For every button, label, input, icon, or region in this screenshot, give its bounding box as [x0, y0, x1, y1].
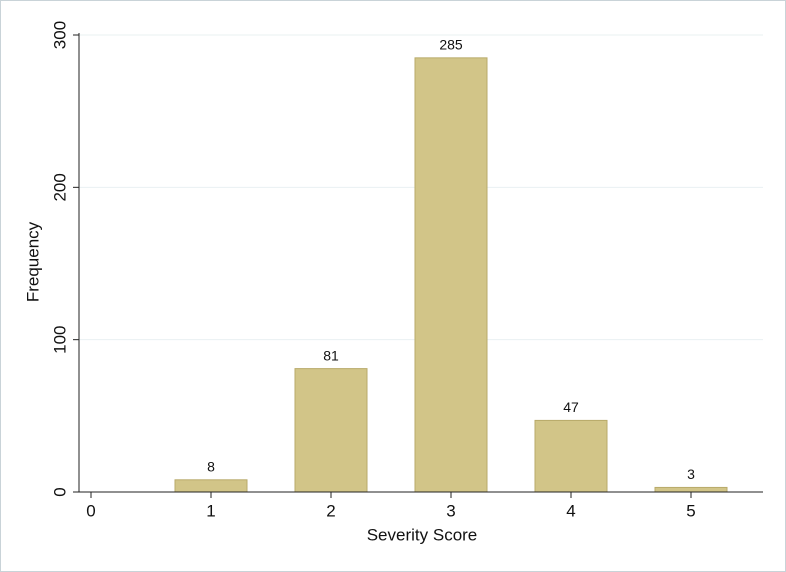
x-tick-label: 3 — [446, 501, 455, 520]
y-tick-label: 100 — [50, 325, 69, 353]
value-label: 81 — [323, 347, 339, 363]
x-tick-label: 2 — [326, 501, 335, 520]
value-label: 47 — [563, 399, 579, 415]
y-tick-label: 0 — [50, 487, 69, 496]
x-tick-label: 1 — [206, 501, 215, 520]
y-axis-title: Frequency — [23, 221, 42, 302]
y-tick-label: 300 — [50, 21, 69, 49]
bar — [534, 419, 608, 493]
x-tick-label: 5 — [686, 501, 695, 520]
value-label: 8 — [207, 459, 215, 475]
y-tick-label: 200 — [50, 173, 69, 201]
x-axis-title: Severity Score — [367, 525, 478, 544]
bar — [414, 57, 488, 493]
bar — [654, 486, 728, 493]
x-tick-label: 0 — [86, 501, 95, 520]
value-label: 285 — [439, 37, 463, 53]
bar — [174, 479, 248, 493]
x-tick-label: 4 — [566, 501, 575, 520]
bar — [294, 368, 368, 493]
value-label: 3 — [687, 466, 695, 482]
